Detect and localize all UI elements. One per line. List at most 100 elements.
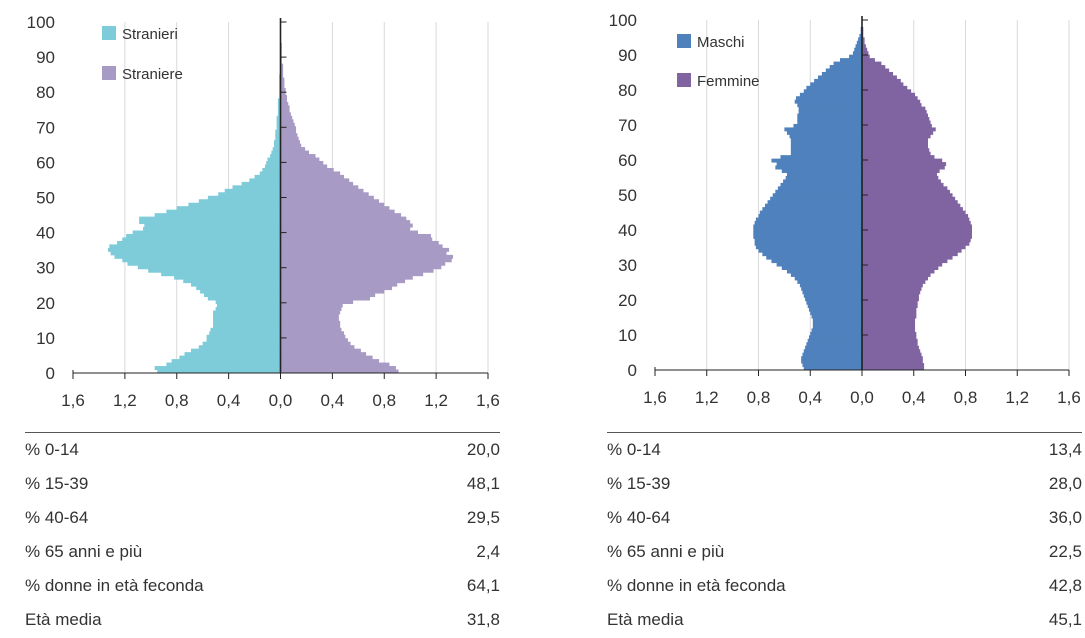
x-tick-label: 1,6	[61, 391, 85, 410]
bar-femmine-age-33	[862, 252, 958, 257]
bar-femmine-age-24	[862, 283, 923, 288]
bar-maschi-age-74	[798, 110, 862, 115]
bar-femmine-age-62	[862, 151, 931, 156]
y-tick-label: 50	[36, 189, 55, 208]
bar-femmine-age-34	[862, 248, 962, 253]
bar-femmine-age-5	[862, 349, 921, 354]
bar-femmine-age-22	[862, 290, 921, 295]
bar-maschi-age-42	[754, 220, 862, 225]
bar-straniere-age-34	[280, 251, 447, 256]
bar-stranieri-age-24	[196, 286, 281, 291]
y-tick-label: 100	[609, 11, 637, 30]
bar-stranieri-age-10	[206, 334, 281, 339]
bar-maschi-age-40	[753, 227, 862, 232]
bar-straniere-age-4	[280, 355, 373, 360]
y-tick-label: 30	[618, 256, 637, 275]
bar-stranieri-age-37	[117, 240, 281, 245]
bar-maschi-age-49	[770, 196, 862, 201]
y-tick-label: 60	[36, 153, 55, 172]
bar-stranieri-age-54	[241, 181, 281, 186]
bar-straniere-age-25	[280, 282, 398, 287]
bar-straniere-age-10	[280, 334, 346, 339]
bar-stranieri-age-13	[213, 324, 281, 329]
bar-stranieri-age-19	[216, 303, 281, 308]
bar-stranieri-age-74	[277, 112, 281, 117]
bar-maschi-age-96	[859, 33, 862, 38]
bar-maschi-age-84	[818, 75, 862, 80]
bar-stranieri-age-35	[108, 247, 281, 252]
bar-straniere-age-46	[280, 209, 395, 214]
bar-straniere-age-40	[280, 230, 418, 235]
stat-row: % donne in età feconda 42,8	[607, 569, 1082, 603]
bar-femmine-age-74	[862, 110, 927, 115]
bar-maschi-age-4	[802, 352, 862, 357]
bar-femmine-age-76	[862, 103, 922, 108]
bar-maschi-age-79	[799, 92, 862, 97]
bar-stranieri-age-28	[161, 272, 281, 277]
bar-straniere-age-66	[280, 140, 300, 145]
bar-maschi-age-13	[812, 321, 862, 326]
y-tick-label: 40	[618, 221, 637, 240]
bar-maschi-age-29	[781, 266, 862, 271]
bar-femmine-age-9	[862, 335, 917, 340]
x-tick-label: 0,8	[954, 388, 978, 407]
bar-straniere-age-87	[280, 67, 284, 72]
x-tick-label: 0,8	[372, 391, 396, 410]
bar-maschi-age-46	[762, 207, 862, 212]
bar-femmine-age-27	[862, 272, 931, 277]
bar-stranieri-age-31	[127, 261, 281, 266]
bar-straniere-age-35	[280, 247, 450, 252]
bar-femmine-age-7	[862, 342, 918, 347]
bar-maschi-age-63	[790, 148, 862, 153]
bar-maschi-age-39	[753, 231, 862, 236]
bar-stranieri-age-66	[274, 140, 281, 145]
bar-straniere-age-69	[280, 129, 297, 134]
bar-maschi-age-83	[814, 78, 862, 83]
bar-straniere-age-0	[280, 369, 399, 374]
bar-straniere-age-53	[280, 185, 359, 190]
bar-femmine-age-19	[862, 300, 918, 305]
bar-maschi-age-38	[753, 234, 862, 239]
y-tick-label: 90	[618, 46, 637, 65]
bar-femmine-age-32	[862, 255, 953, 260]
stat-label: % 0-14	[25, 440, 79, 459]
bar-straniere-age-21	[280, 296, 370, 301]
table-rule	[607, 432, 1082, 433]
bar-femmine-age-48	[862, 200, 958, 205]
bar-straniere-age-31	[280, 261, 446, 266]
bar-femmine-age-73	[862, 113, 928, 118]
bar-femmine-age-87	[862, 65, 886, 70]
bar-straniere-age-80	[280, 91, 286, 96]
bar-femmine-age-50	[862, 193, 953, 198]
bar-straniere-age-74	[280, 112, 291, 117]
bar-stranieri-age-47	[176, 206, 281, 211]
bar-straniere-age-36	[280, 244, 443, 249]
y-tick-label: 40	[36, 224, 55, 243]
bar-femmine-age-49	[862, 196, 956, 201]
bar-maschi-age-71	[797, 120, 862, 125]
bar-straniere-age-44	[280, 216, 407, 221]
y-tick-label: 80	[618, 81, 637, 100]
bar-femmine-age-92	[862, 47, 868, 52]
bar-femmine-age-21	[862, 293, 919, 298]
bar-femmine-age-42	[862, 220, 971, 225]
y-tick-label: 70	[618, 116, 637, 135]
bar-maschi-age-94	[856, 40, 862, 45]
bar-femmine-age-44	[862, 214, 969, 219]
bar-femmine-age-85	[862, 71, 894, 76]
bar-femmine-age-95	[862, 37, 865, 42]
stat-value: 36,0	[1048, 508, 1082, 527]
bar-straniere-age-27	[280, 275, 413, 280]
y-tick-label: 0	[46, 364, 55, 383]
bar-maschi-age-27	[790, 272, 862, 277]
bar-straniere-age-81	[280, 88, 286, 93]
x-tick-label: 1,6	[476, 391, 500, 410]
bar-maschi-age-64	[790, 144, 862, 149]
bar-femmine-age-56	[862, 172, 938, 177]
bar-stranieri-age-58	[262, 167, 281, 172]
pyramid-chart-stranieri: 1,6 1,2 0,8 0,4 0,0 0,4 0,8 1,2 1,6 0 10 20 30 40 50 60…	[27, 13, 500, 410]
bar-stranieri-age-62	[270, 154, 281, 159]
bar-straniere-age-16	[280, 313, 339, 318]
bar-femmine-age-60	[862, 158, 943, 163]
bar-femmine-age-0	[862, 366, 925, 371]
